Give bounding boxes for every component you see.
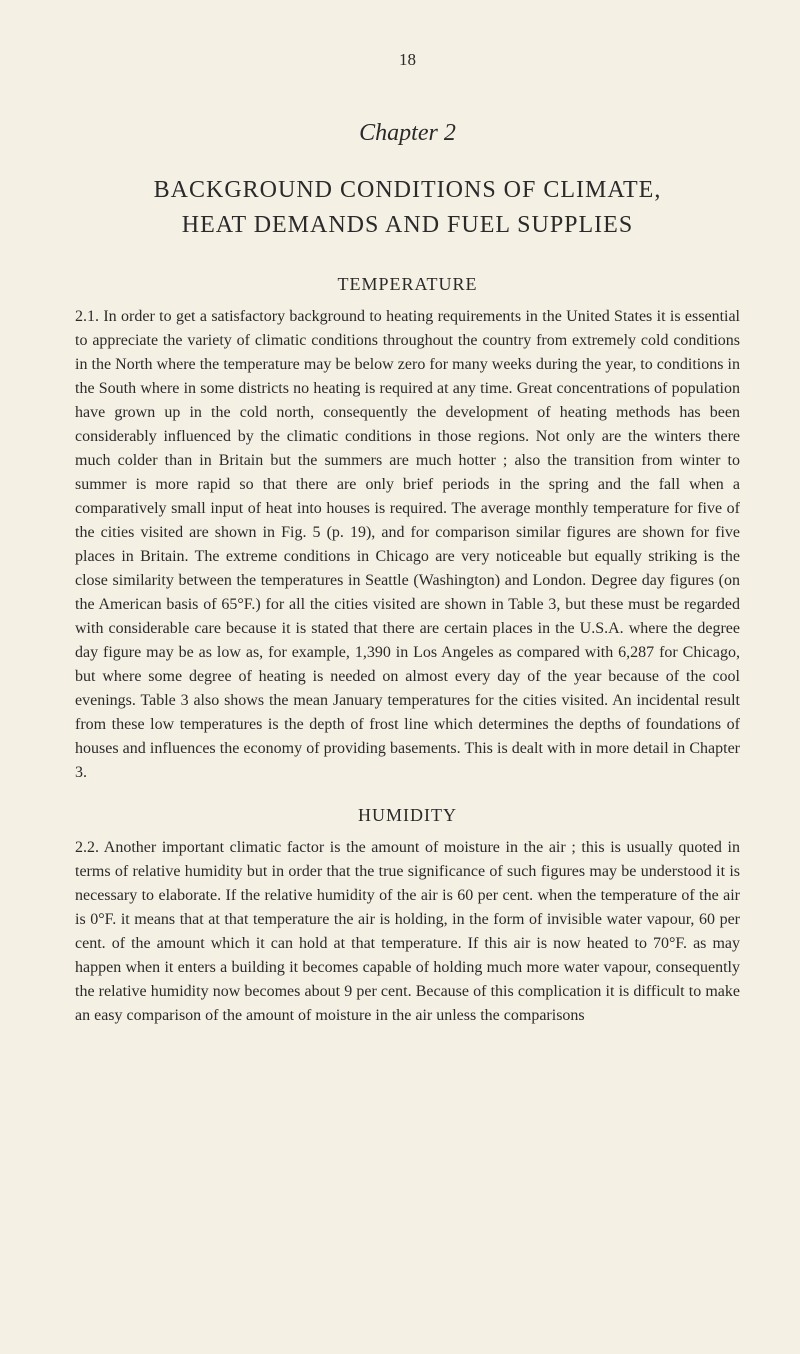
chapter-title: Chapter 2 (75, 120, 740, 147)
sub-title: HEAT DEMANDS AND FUEL SUPPLIES (75, 212, 740, 239)
page-number: 18 (75, 50, 740, 70)
paragraph-2-1: 2.1. In order to get a satisfactory back… (75, 305, 740, 785)
section-humidity-heading: HUMIDITY (75, 805, 740, 826)
main-title: BACKGROUND CONDITIONS OF CLIMATE, (75, 177, 740, 204)
section-temperature-heading: TEMPERATURE (75, 274, 740, 295)
paragraph-2-2: 2.2. Another important climatic factor i… (75, 836, 740, 1028)
